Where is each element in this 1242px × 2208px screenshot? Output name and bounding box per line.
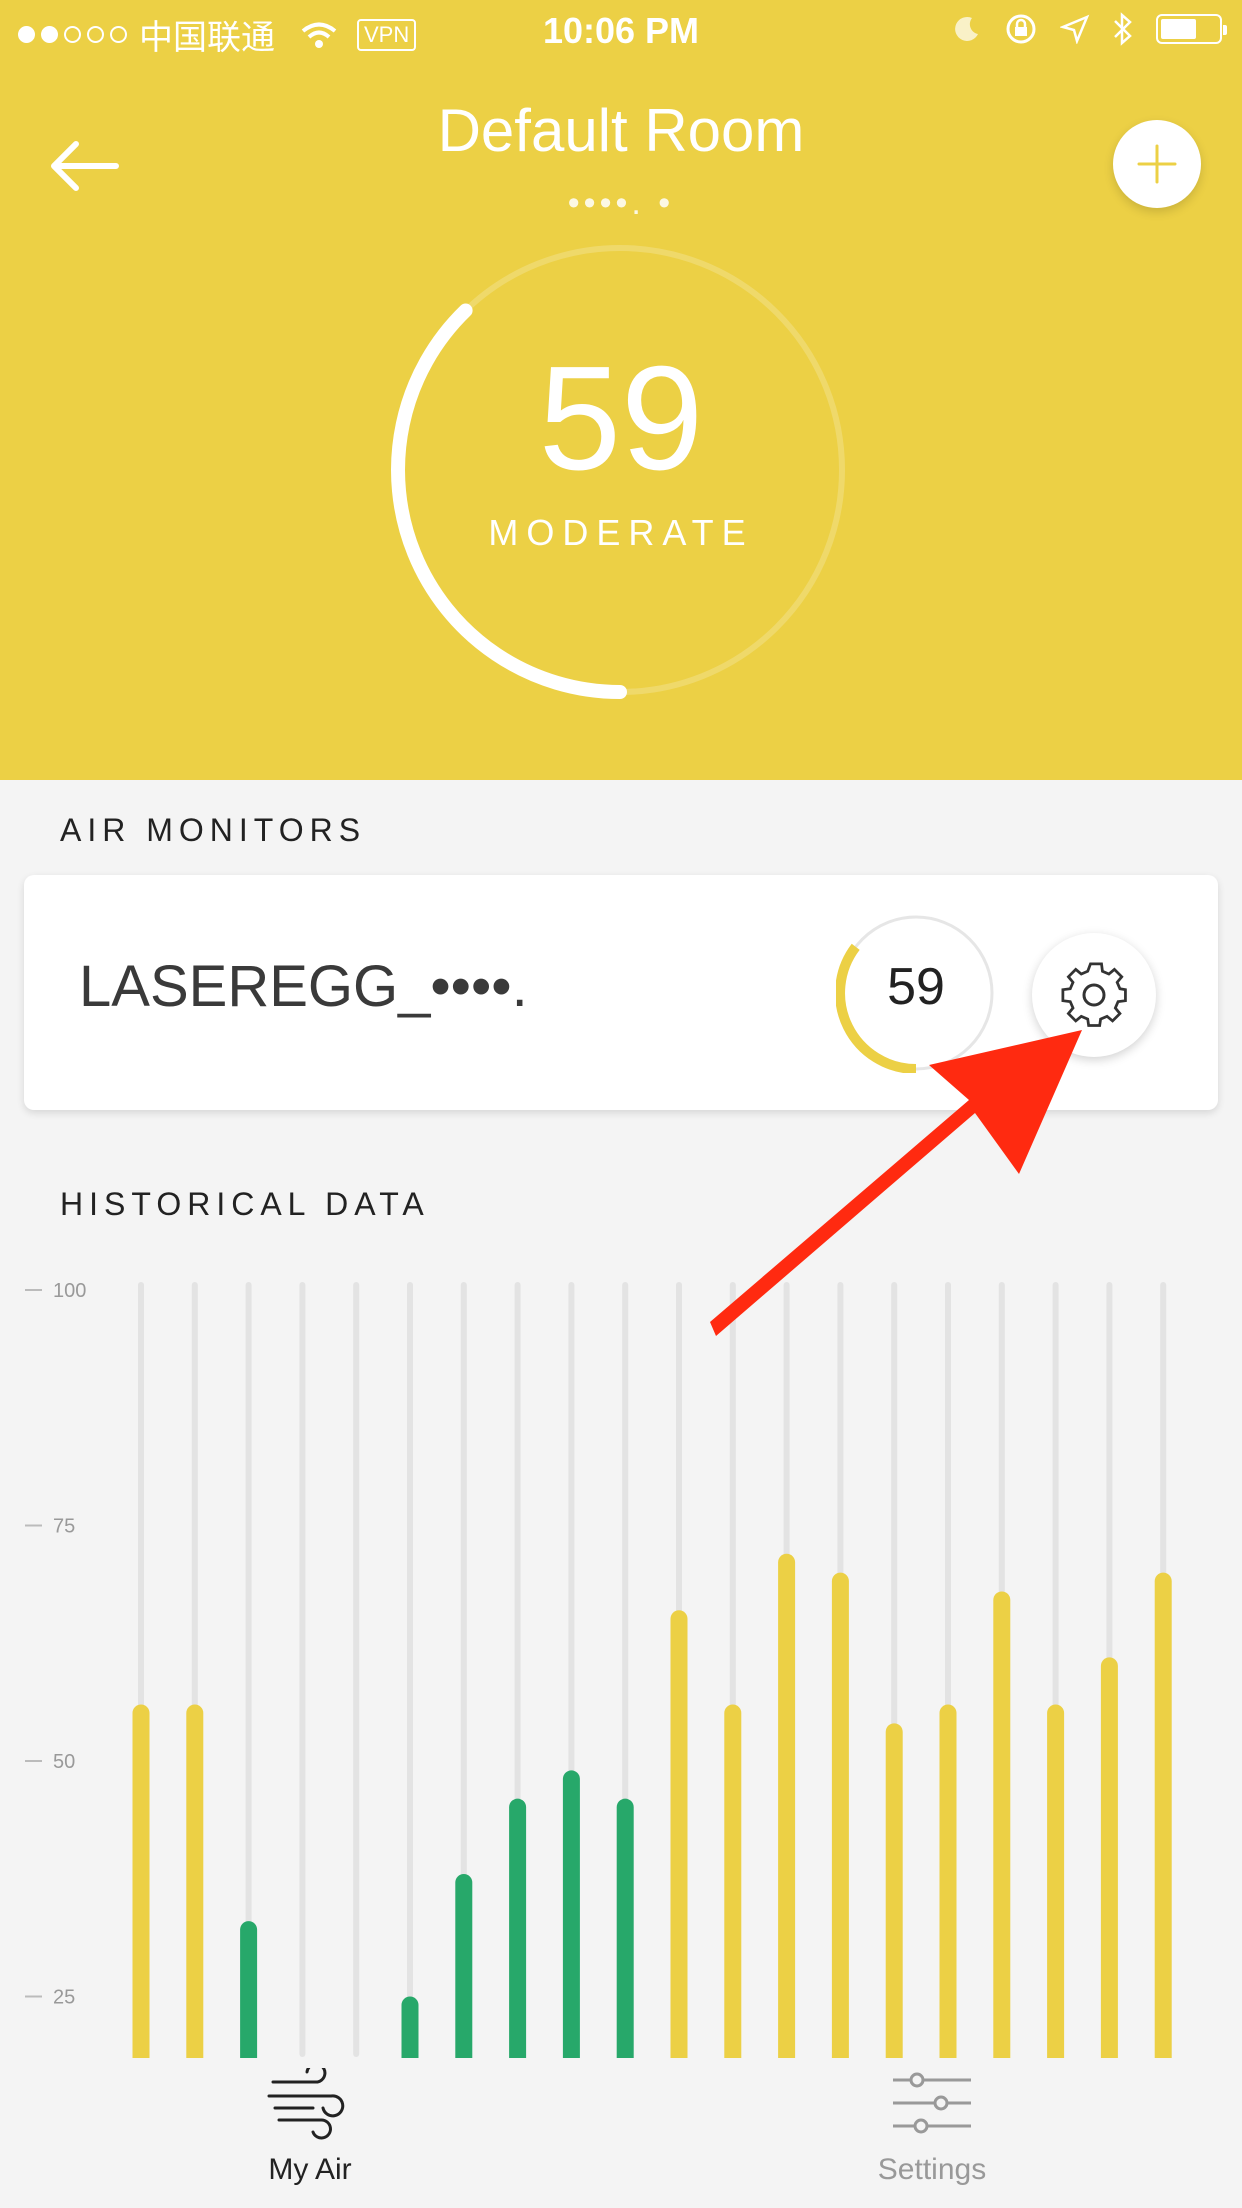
data-bar: [562, 1770, 580, 2060]
air-monitors-heading: AIR MONITORS: [60, 812, 367, 848]
bar-track: [460, 1282, 467, 2057]
data-bar: [778, 1553, 796, 2060]
bluetooth-icon: [1114, 12, 1132, 46]
bar-track: [245, 1282, 252, 2057]
historical-data-heading: HISTORICAL DATA: [60, 1186, 430, 1222]
bar-track: [407, 1282, 413, 2057]
data-bar: [132, 1704, 150, 2060]
signal-dot: [41, 26, 58, 43]
data-bar: [240, 1921, 258, 2060]
moon-icon: [955, 16, 978, 41]
data-bar: [616, 1798, 634, 2060]
data-bar: [1100, 1657, 1118, 2060]
bar-track: [353, 1282, 360, 2057]
data-bar: [724, 1704, 742, 2060]
y-axis-tick-label: 25: [53, 1987, 75, 2009]
back-arrow-icon[interactable]: [46, 136, 126, 196]
data-bar: [455, 1874, 473, 2060]
data-bar: [670, 1610, 688, 2060]
monitor-name: LASEREGG_••••.: [79, 954, 528, 1019]
y-axis-tick-label: 100: [53, 1280, 86, 1302]
monitor-card[interactable]: LASEREGG_••••. 59: [24, 875, 1218, 1110]
room-location: ••••. •: [567, 184, 675, 222]
aqi-gauge: [391, 245, 845, 699]
bar-track: [299, 1282, 306, 2057]
location-icon: [1060, 14, 1090, 44]
add-button[interactable]: [1113, 120, 1201, 208]
signal-dot: [87, 26, 104, 43]
header-panel: [0, 0, 1242, 780]
data-bar: [993, 1591, 1011, 2060]
status-bar: 中国联通 VPN 10:06 PM: [0, 0, 1242, 62]
carrier-indicator: 中国联通 VPN: [18, 10, 417, 59]
sliders-icon: [893, 2072, 971, 2134]
carrier-name: 中国联通: [139, 19, 275, 57]
historical-chart: 100 75 50 25: [25, 1280, 1172, 2060]
tab-my-air[interactable]: My Air: [190, 2062, 430, 2187]
battery-icon: [1156, 14, 1227, 44]
orientation-lock-icon: [1006, 14, 1036, 44]
signal-dot: [64, 26, 81, 43]
signal-dot: [110, 26, 127, 43]
monitor-aqi-value: 59: [887, 958, 945, 1016]
data-bar: [885, 1723, 903, 2060]
aqi-value: 59: [538, 336, 704, 501]
status-time: 10:06 PM: [542, 10, 700, 51]
data-bar: [186, 1704, 204, 2060]
aqi-category: MODERATE: [488, 512, 754, 553]
data-bar: [509, 1798, 527, 2060]
tab-settings[interactable]: Settings: [812, 2068, 1052, 2187]
y-axis-tick-label: 75: [53, 1516, 75, 1538]
wifi-icon: [301, 22, 337, 48]
y-axis-tick-label: 50: [53, 1751, 75, 1773]
data-bar: [401, 1996, 419, 2060]
gear-icon: [1061, 962, 1127, 1027]
tab-my-air-label: My Air: [268, 2153, 352, 2186]
plus-icon: [1137, 144, 1177, 184]
monitor-settings-button[interactable]: [1032, 933, 1156, 1057]
tab-settings-label: Settings: [877, 2153, 987, 2186]
data-bar: [831, 1572, 849, 2060]
vpn-badge: VPN: [357, 18, 417, 51]
aqi-gauge-arc: [391, 303, 627, 699]
tab-bar: My Air Settings: [0, 2058, 1242, 2208]
signal-dot: [18, 26, 35, 43]
wind-icon: [267, 2062, 345, 2140]
room-title: Default Room: [437, 97, 805, 164]
data-bar: [1047, 1704, 1065, 2060]
data-bar: [1154, 1572, 1172, 2060]
data-bar: [939, 1704, 957, 2060]
